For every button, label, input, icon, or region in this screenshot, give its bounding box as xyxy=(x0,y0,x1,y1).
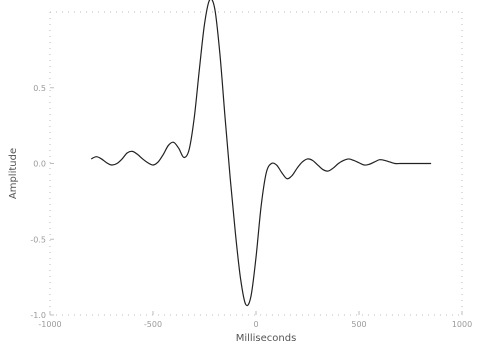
x-tick-label: 0 xyxy=(253,320,258,329)
y-tick-label: -0.5 xyxy=(30,235,46,244)
y-tick-label: 0.0 xyxy=(33,160,46,169)
y-axis-ticks: -1.0 -0.5 0.0 0.5 xyxy=(30,84,54,320)
x-axis-label: Milliseconds xyxy=(236,333,297,344)
x-tick-label: -1000 xyxy=(38,320,61,329)
y-axis-label: Amplitude xyxy=(8,148,19,199)
x-tick-label: -500 xyxy=(144,320,162,329)
x-axis-ticks: -1000 -500 0 500 1000 xyxy=(38,311,472,329)
plot-frame xyxy=(49,11,463,316)
x-tick-label: 500 xyxy=(351,320,366,329)
y-tick-label: -1.0 xyxy=(30,311,46,320)
x-tick-label: 1000 xyxy=(452,320,472,329)
series-line xyxy=(90,0,432,307)
y-tick-label: 0.5 xyxy=(33,84,46,93)
